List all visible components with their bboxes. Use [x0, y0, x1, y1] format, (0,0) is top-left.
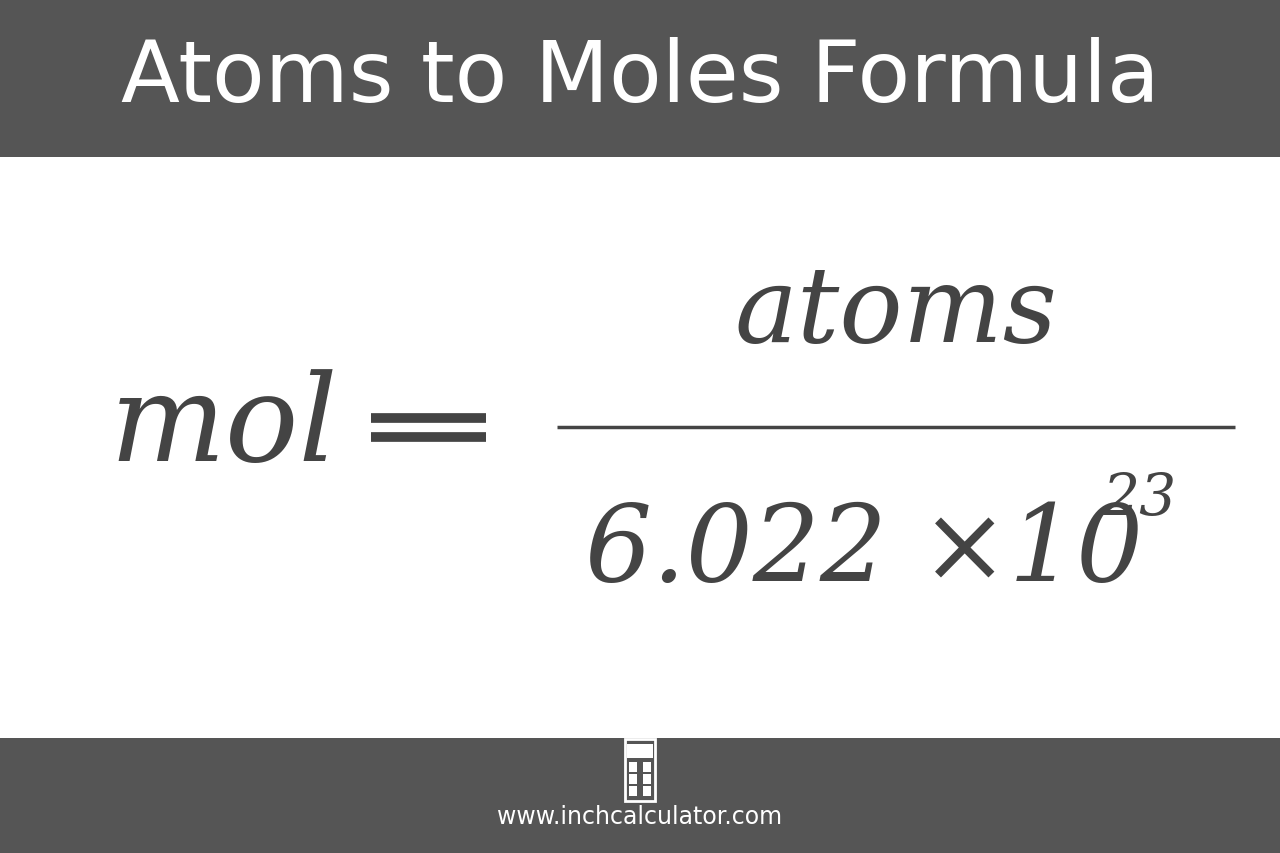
FancyBboxPatch shape	[627, 745, 653, 758]
FancyBboxPatch shape	[0, 738, 1280, 853]
FancyBboxPatch shape	[0, 0, 1280, 158]
FancyBboxPatch shape	[643, 763, 650, 772]
Text: atoms: atoms	[735, 261, 1057, 364]
Text: 23: 23	[1102, 470, 1176, 526]
Text: 6.022 ×10: 6.022 ×10	[585, 500, 1143, 603]
FancyBboxPatch shape	[643, 775, 650, 784]
FancyBboxPatch shape	[630, 786, 637, 796]
FancyBboxPatch shape	[643, 786, 650, 796]
Text: www.inchcalculator.com: www.inchcalculator.com	[498, 804, 782, 828]
FancyBboxPatch shape	[630, 763, 637, 772]
Text: Atoms to Moles Formula: Atoms to Moles Formula	[120, 38, 1160, 120]
Text: mol: mol	[110, 369, 338, 486]
FancyBboxPatch shape	[630, 775, 637, 784]
